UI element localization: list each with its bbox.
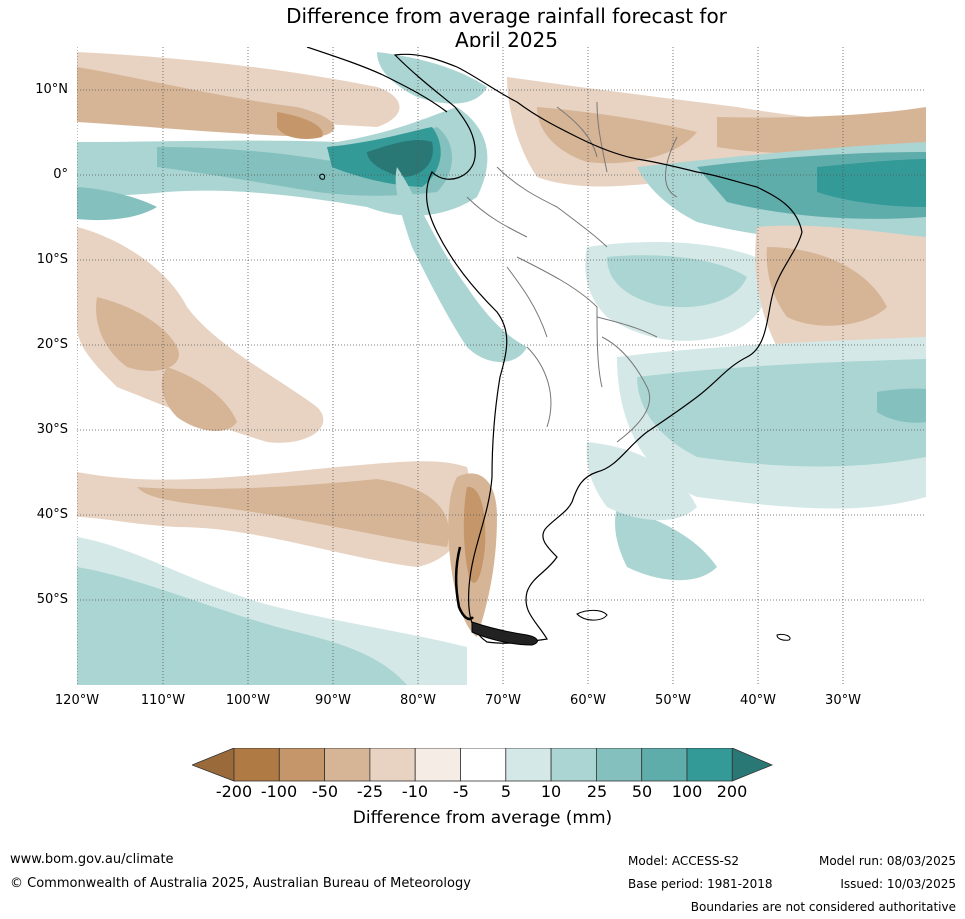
model-run-text: Model run: 08/03/2025 — [818, 854, 956, 868]
lat-label-40s: 40°S — [36, 507, 68, 522]
anomaly-south-atlantic-wet-core — [637, 359, 926, 467]
title-line-1: Difference from average rainfall forecas… — [286, 4, 727, 28]
colorbar-tick: -25 — [356, 782, 384, 801]
country-borders — [466, 101, 678, 443]
colorbar-tick: 200 — [716, 782, 748, 801]
anomaly-south-atlantic-wet-2 — [615, 507, 717, 581]
colorbar-label: Difference from average (mm) — [352, 808, 613, 828]
colorbar-segment-5 — [414, 748, 461, 782]
lat-label-10n: 10°N — [35, 82, 68, 97]
colorbar-tick: 100 — [671, 782, 703, 801]
lon-label-110w: 110°W — [140, 693, 186, 708]
lat-label-20s: 20°S — [36, 337, 68, 352]
lon-label-40w: 40°W — [740, 693, 776, 708]
colorbar-tick: 5 — [500, 782, 512, 801]
map-canvas — [77, 47, 926, 685]
copyright-text: © Commonwealth of Australia 2025, Austra… — [10, 876, 471, 891]
lon-label-90w: 90°W — [315, 693, 351, 708]
anomaly-west-pacific-wet — [77, 187, 157, 221]
coastline-falklands — [576, 609, 608, 621]
lon-label-30w: 30°W — [825, 693, 861, 708]
anomaly-pacific-dry-mid — [77, 227, 324, 443]
coastline-tierra-del-fuego — [471, 621, 538, 646]
lon-label-100w: 100°W — [225, 693, 271, 708]
website-link[interactable]: www.bom.gov.au/climate — [10, 852, 174, 867]
colorbar-tick: -5 — [453, 782, 469, 801]
anomaly-south-pacific-wet-2 — [77, 567, 407, 685]
anomaly-pacific-dry-mid-core — [96, 297, 179, 371]
anomaly-brazil-wet-core — [607, 255, 747, 308]
colorbar-segment-1 — [233, 748, 280, 782]
anomaly-ne-atlantic-dry — [717, 107, 926, 154]
anomaly-atlantic-eq-wet-deep — [817, 159, 926, 207]
colorbar-segment-8 — [550, 748, 597, 782]
lon-label-60w: 60°W — [570, 693, 606, 708]
coastline-central-america — [306, 47, 448, 113]
colorbar-tick: 10 — [540, 782, 562, 801]
colorbar-segment-7 — [505, 748, 552, 782]
anomaly-south-atlantic-wet-deep — [877, 388, 926, 423]
colorbar-segment-6 — [460, 748, 507, 782]
graticule — [77, 47, 926, 685]
colorbar-segment-9 — [595, 748, 643, 782]
colorbar-tick: 25 — [586, 782, 608, 801]
colorbar-segment-2 — [278, 748, 326, 782]
colorbar-segment-4 — [369, 748, 416, 782]
colorbar-segment-extend-low — [192, 748, 235, 782]
rainfall-map — [77, 47, 926, 685]
base-period-text: Base period: 1981-2018 — [628, 877, 773, 891]
lon-label-70w: 70°W — [485, 693, 521, 708]
disclaimer-text: Boundaries are not considered authoritat… — [690, 900, 956, 914]
anomaly-pacific-dry-core — [137, 479, 449, 547]
colorbar-tick: -50 — [311, 782, 339, 801]
lat-label-30s: 30°S — [36, 422, 68, 437]
colorbar-segment-extend-high — [731, 748, 774, 782]
model-text: Model: ACCESS-S2 — [628, 854, 740, 868]
map-title: Difference from average rainfall forecas… — [0, 4, 965, 52]
anomaly-chile-wet — [586, 442, 697, 521]
colorbar-segment-11 — [686, 748, 733, 782]
coastline-chile-fjords — [454, 546, 474, 621]
lon-label-50w: 50°W — [655, 693, 691, 708]
anomaly-pacific-dry-mid-core-2 — [161, 367, 237, 432]
lon-label-120w: 120°W — [54, 693, 100, 708]
colorbar-tick: 50 — [631, 782, 653, 801]
colorbar-segment-3 — [324, 748, 371, 782]
anomaly-patagonia-dry-core — [463, 486, 486, 583]
lon-label-80w: 80°W — [400, 693, 436, 708]
anomaly-north-pacific-dry-core — [77, 67, 335, 137]
anomaly-north-pacific-dry-deep — [277, 112, 323, 139]
colorbar-tick: -100 — [260, 782, 298, 801]
lat-label-0: 0° — [53, 167, 68, 182]
colorbar-segment-10 — [641, 748, 688, 782]
anomaly-andes-wet — [395, 167, 527, 362]
coastline-south-america — [393, 53, 803, 644]
anomaly-east-brazil-dry-core — [766, 247, 887, 326]
anomaly-ne-sa-dry-core — [537, 107, 697, 164]
lat-label-50s: 50°S — [36, 592, 68, 607]
coastline-south-georgia — [776, 634, 791, 641]
coastline-galapagos — [319, 173, 326, 180]
issued-text: Issued: 10/03/2025 — [840, 877, 956, 891]
anomaly-eq-pacific-wet-extreme — [367, 140, 433, 177]
colorbar-tick: -200 — [215, 782, 253, 801]
colorbar-tick: -10 — [401, 782, 429, 801]
colorbar — [192, 748, 774, 782]
lat-label-10s: 10°S — [36, 252, 68, 267]
